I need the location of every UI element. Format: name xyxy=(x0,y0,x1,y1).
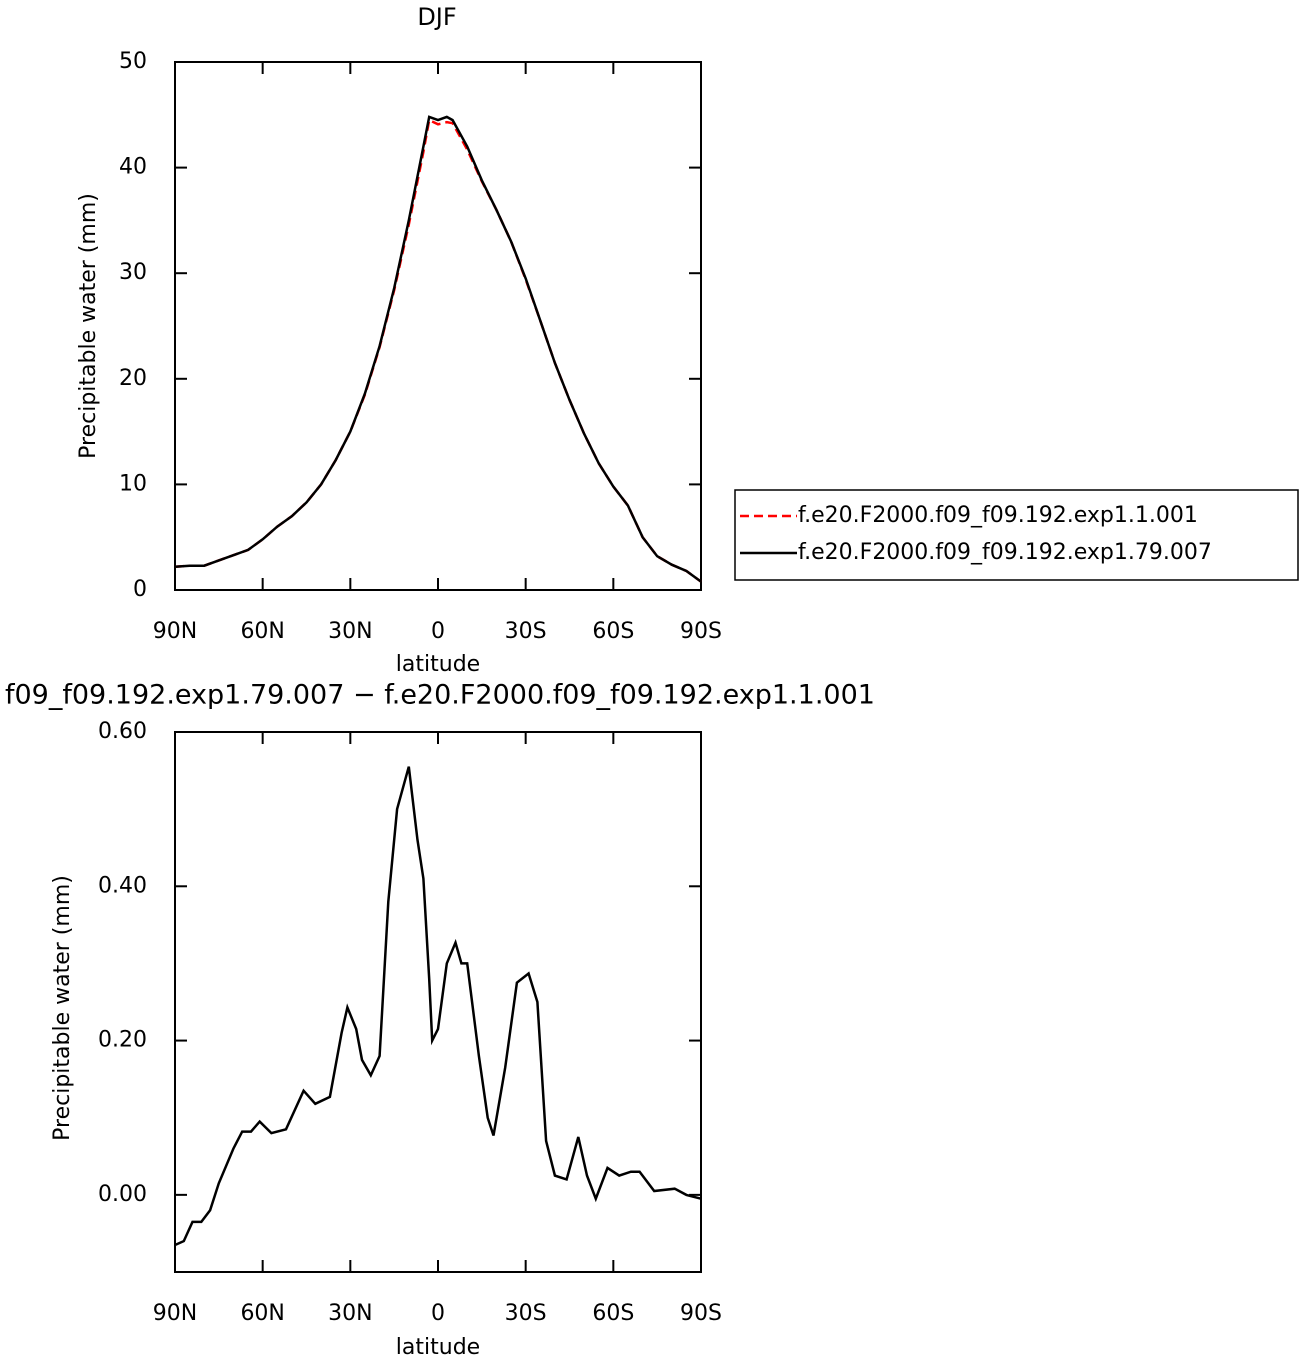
data-line xyxy=(174,118,702,583)
x-axis-label: latitude xyxy=(396,652,480,677)
plot-frame xyxy=(174,61,702,591)
y-tick-label: 30 xyxy=(119,260,147,285)
x-tick-label: 90N xyxy=(153,1301,197,1326)
y-tick-label: 0.40 xyxy=(98,873,147,898)
y-tick-label: 40 xyxy=(119,155,147,180)
x-tick-label: 90N xyxy=(153,619,197,644)
legend-box xyxy=(734,489,1299,581)
legend-label: f.e20.F2000.f09_f09.192.exp1.79.007 xyxy=(798,540,1212,565)
legend-label: f.e20.F2000.f09_f09.192.exp1.1.001 xyxy=(798,503,1198,528)
x-tick-label: 30S xyxy=(505,619,547,644)
x-tick-label: 0 xyxy=(431,619,445,644)
x-tick-label: 30N xyxy=(328,1301,372,1326)
x-tick-label: 60N xyxy=(240,619,284,644)
y-tick-label: 0 xyxy=(133,577,147,602)
chart-title: f09_f09.192.exp1.79.007 − f.e20.F2000.f0… xyxy=(5,680,875,711)
y-axis-label: Precipitable water (mm) xyxy=(76,193,101,459)
plot-frame xyxy=(174,731,702,1273)
y-tick-label: 50 xyxy=(119,49,147,74)
data-line xyxy=(174,766,702,1247)
data-line xyxy=(174,115,702,583)
x-tick-label: 90S xyxy=(680,1301,722,1326)
y-tick-label: 0.20 xyxy=(98,1028,147,1053)
chart-title: DJF xyxy=(417,3,456,31)
x-tick-label: 30N xyxy=(328,619,372,644)
x-tick-label: 0 xyxy=(431,1301,445,1326)
y-tick-label: 0.00 xyxy=(98,1182,147,1207)
x-tick-label: 30S xyxy=(505,1301,547,1326)
x-tick-label: 60S xyxy=(592,619,634,644)
x-tick-label: 60N xyxy=(240,1301,284,1326)
x-tick-label: 90S xyxy=(680,619,722,644)
y-tick-label: 0.60 xyxy=(98,719,147,744)
y-axis-label: Precipitable water (mm) xyxy=(50,875,75,1141)
x-tick-label: 60S xyxy=(592,1301,634,1326)
y-tick-label: 20 xyxy=(119,366,147,391)
y-tick-label: 10 xyxy=(119,471,147,496)
x-axis-label: latitude xyxy=(396,1335,480,1360)
